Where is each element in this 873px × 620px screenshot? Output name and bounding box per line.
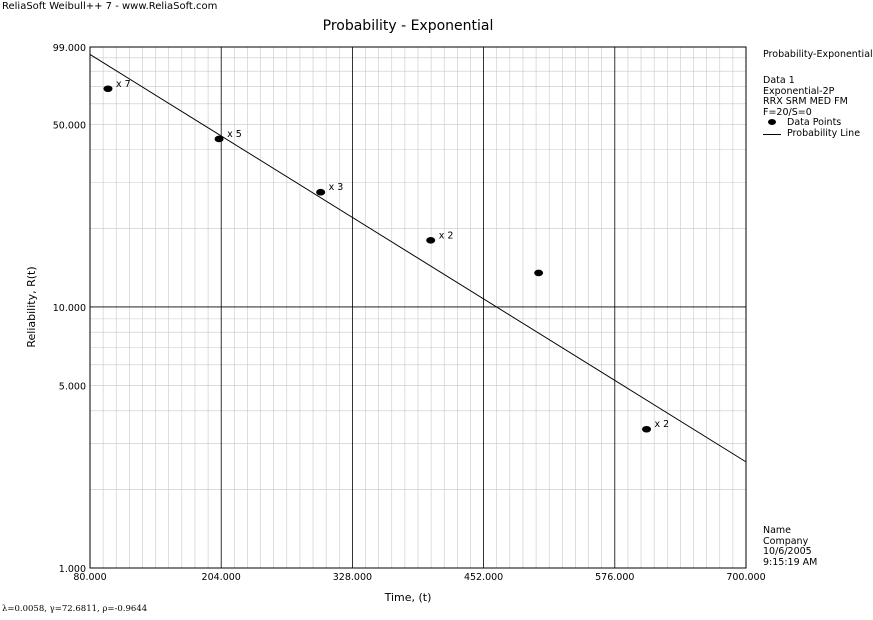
chart-title: Probability - Exponential: [323, 18, 494, 34]
data-point-label: x 2: [439, 230, 454, 241]
data-point-icon: [763, 118, 781, 128]
data-point: [534, 269, 544, 277]
legend-line-label: Probability Line: [787, 127, 861, 139]
y-tick-label: 50.000: [53, 120, 86, 131]
legend-data-name: Data 1: [763, 75, 795, 86]
plot-border: [89, 46, 747, 569]
x-axis-label: Time, (t): [384, 591, 432, 604]
stamp-company: Company: [763, 535, 809, 547]
data-point-label: x 3: [329, 182, 344, 193]
stamp-date: 10/6/2005: [763, 546, 812, 557]
parameter-footer: λ=0.0058, γ=72.6811, ρ=-0.9644: [2, 604, 148, 614]
y-tick-label: 5.000: [59, 382, 86, 393]
x-tick-label: 576.000: [595, 572, 634, 583]
legend-points-label: Data Points: [787, 117, 842, 128]
legend-method: RRX SRM MED FM: [763, 96, 848, 107]
y-tick-label: 99.000: [53, 43, 86, 54]
x-tick-label: 700.000: [726, 572, 765, 583]
x-tick-label: 204.000: [202, 572, 241, 583]
legend-entry-data-points: Data Points: [763, 117, 860, 129]
axes: [89, 46, 747, 569]
data-point: [642, 425, 652, 433]
legend-counts: F=20/S=0: [763, 106, 812, 118]
app-banner: ReliaSoft Weibull++ 7 - www.ReliaSoft.co…: [2, 1, 218, 12]
data-point: [214, 135, 224, 143]
user-stamp: Name Company 10/6/2005 9:15:19 AM: [763, 525, 818, 568]
probability-line: [89, 54, 747, 463]
x-tick-label: 80.000: [73, 572, 106, 583]
legend-distribution: Exponential-2P: [763, 85, 835, 97]
legend-title: Probability-Exponential: [763, 49, 873, 60]
legend: Data 1 Exponential-2P RRX SRM MED FM F=2…: [763, 75, 861, 140]
data-point-label: x 7: [116, 79, 131, 90]
y-tick-label: 10.000: [53, 303, 86, 314]
data-point-label: x 5: [227, 129, 242, 140]
minor-grid: [90, 47, 746, 568]
y-axis-label: Reliability, R(t): [25, 266, 38, 347]
data-point: [316, 188, 326, 196]
data-point: [103, 85, 113, 93]
stamp-name: Name: [763, 525, 792, 536]
y-tick-label: 1.000: [59, 564, 86, 575]
data-series: x 7 x 5 x 3 x 2 x 2: [89, 54, 747, 463]
stamp-time: 9:15:19 AM: [763, 556, 818, 568]
legend-entry-probability-line: Probability Line: [763, 127, 861, 140]
tick-labels: 80.000 204.000 328.000 452.000 576.000 700.00…: [53, 43, 766, 583]
data-point: [426, 236, 436, 244]
x-tick-label: 452.000: [464, 572, 503, 583]
data-point-label: x 2: [655, 419, 670, 430]
x-tick-label: 328.000: [333, 572, 372, 583]
line-icon: [763, 129, 781, 139]
